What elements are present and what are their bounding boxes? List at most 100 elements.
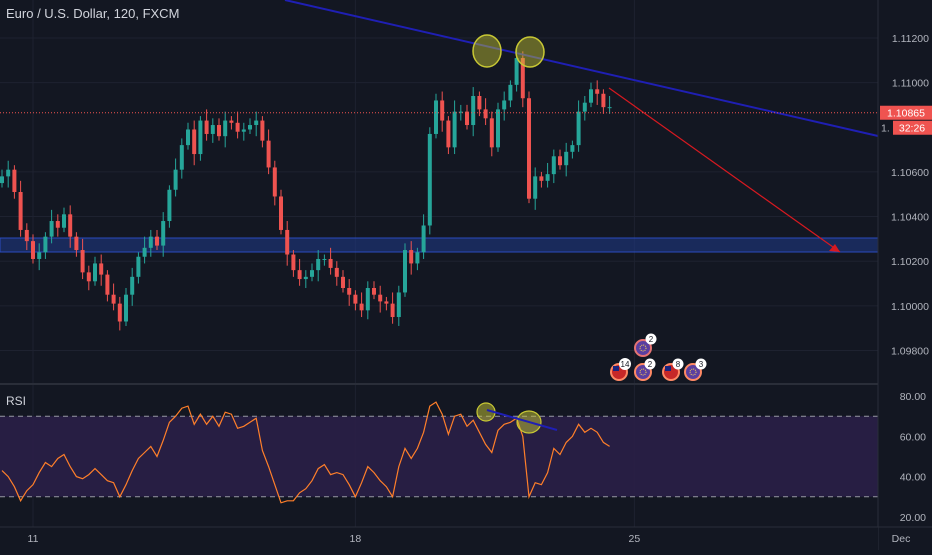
- candle-body: [359, 303, 364, 311]
- candle-body: [204, 120, 209, 134]
- candle-body: [558, 156, 562, 166]
- candle-body: [210, 125, 215, 134]
- candle: [558, 149, 562, 170]
- candle-body: [198, 120, 203, 155]
- candle: [18, 180, 23, 237]
- candle: [465, 104, 469, 130]
- eu-flag-icon[interactable]: 3: [684, 358, 707, 381]
- candle-body: [37, 252, 42, 259]
- candle: [86, 265, 91, 291]
- descending-trendline: [284, 0, 879, 137]
- candle-body: [0, 176, 4, 184]
- candle: [235, 111, 240, 139]
- candle-body: [508, 84, 513, 101]
- candle-body: [186, 129, 190, 146]
- candle-body: [179, 145, 184, 170]
- candle-body: [533, 176, 538, 199]
- candle-body: [347, 288, 352, 295]
- candle: [477, 91, 482, 117]
- rsi-tick-label: 80.00: [900, 391, 926, 403]
- candle: [210, 118, 215, 143]
- candle: [130, 267, 135, 306]
- candle-body: [117, 303, 122, 322]
- candle-body: [520, 58, 525, 99]
- time-axis[interactable]: [0, 527, 878, 550]
- eu-flag-icon[interactable]: 2: [634, 358, 656, 381]
- candle: [93, 256, 97, 286]
- axis-label-fragment: 1.: [881, 123, 890, 135]
- us-flag-icon[interactable]: 14: [610, 358, 631, 381]
- price-axis[interactable]: [878, 0, 932, 550]
- candle: [167, 185, 172, 228]
- candle-body: [434, 100, 438, 134]
- candle: [192, 120, 197, 166]
- candle-body: [229, 120, 234, 123]
- candle: [49, 209, 54, 244]
- candle-body: [124, 294, 128, 322]
- candle: [217, 118, 221, 141]
- candle: [204, 109, 209, 141]
- price-tick-label: 1.10400: [891, 212, 929, 224]
- candle-body: [471, 96, 476, 126]
- candle: [446, 116, 451, 155]
- candle: [471, 87, 476, 137]
- candle-body: [18, 192, 23, 230]
- candle-body: [607, 107, 612, 109]
- candle: [55, 214, 60, 237]
- candle: [31, 234, 35, 264]
- event-count: 8: [676, 360, 681, 369]
- candle: [136, 252, 141, 284]
- eu-flag-icon[interactable]: 2: [634, 333, 657, 357]
- event-count: 14: [621, 360, 630, 369]
- current-price-badge: 1.10865 32:26 1.: [880, 105, 932, 135]
- candle-body: [155, 236, 159, 246]
- candle-body: [279, 196, 283, 230]
- candle: [68, 205, 73, 248]
- top-marker-right: [515, 36, 545, 68]
- candle: [421, 214, 426, 259]
- candle: [564, 142, 569, 177]
- candle: [80, 238, 85, 280]
- candle: [502, 91, 507, 121]
- candle-body: [334, 267, 339, 277]
- price-tick-label: 1.10200: [891, 256, 929, 268]
- price-axis-ticks: 1.11200 1.11000 1.10600 1.10400 1.10200 1.100…: [891, 33, 929, 358]
- chart-title: Euro / U.S. Dollar, 120, FXCM: [6, 6, 180, 21]
- candle: [303, 270, 308, 288]
- candle: [148, 229, 153, 257]
- rsi-line: [1, 401, 610, 504]
- candle-body: [111, 294, 116, 304]
- candle: [241, 122, 246, 141]
- candle: [12, 165, 17, 199]
- candle: [365, 281, 370, 320]
- candle-body: [161, 221, 166, 246]
- candle: [291, 250, 296, 277]
- candle-body: [316, 258, 321, 271]
- candle-body: [390, 303, 395, 318]
- candle: [254, 111, 259, 137]
- candle-body: [235, 122, 240, 132]
- rsi-band: [0, 416, 878, 497]
- candle: [24, 223, 29, 251]
- candle-body: [378, 294, 383, 302]
- candle-body: [496, 109, 500, 148]
- candle-body: [545, 174, 550, 181]
- candle: [415, 247, 420, 271]
- candle-body: [502, 100, 507, 110]
- candle: [62, 207, 66, 233]
- time-tick-label: 18: [350, 533, 362, 545]
- candle-body: [341, 276, 345, 288]
- rsi-tick-label: 20.00: [900, 512, 926, 524]
- candle-body: [49, 221, 54, 237]
- candle: [223, 111, 228, 148]
- us-flag-icon[interactable]: 8: [662, 358, 684, 381]
- candle: [359, 292, 364, 318]
- top-marker-left: [472, 34, 502, 68]
- candle: [111, 283, 116, 311]
- candle-body: [409, 250, 414, 264]
- candle-body: [384, 301, 389, 304]
- candle: [434, 93, 438, 139]
- projection-arrow-line: [608, 87, 841, 253]
